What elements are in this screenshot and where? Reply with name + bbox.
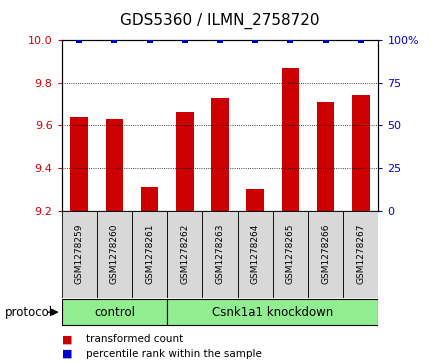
Bar xyxy=(106,119,123,211)
Point xyxy=(322,37,329,43)
Bar xyxy=(352,95,370,211)
Text: ■: ■ xyxy=(62,349,72,359)
Bar xyxy=(343,211,378,298)
Text: ■: ■ xyxy=(62,334,72,344)
Bar xyxy=(70,117,88,211)
Text: GSM1278261: GSM1278261 xyxy=(145,224,154,284)
Bar xyxy=(317,102,334,211)
Bar xyxy=(273,211,308,298)
Bar xyxy=(132,211,167,298)
Bar xyxy=(62,211,97,298)
Text: GSM1278262: GSM1278262 xyxy=(180,224,189,284)
Point xyxy=(216,37,224,43)
Point xyxy=(111,37,118,43)
Text: GSM1278263: GSM1278263 xyxy=(216,224,224,284)
Text: control: control xyxy=(94,306,135,319)
Text: GSM1278267: GSM1278267 xyxy=(356,224,365,284)
Point xyxy=(357,37,364,43)
Text: GSM1278260: GSM1278260 xyxy=(110,224,119,284)
Text: GDS5360 / ILMN_2758720: GDS5360 / ILMN_2758720 xyxy=(120,13,320,29)
Bar xyxy=(238,211,273,298)
Text: GSM1278259: GSM1278259 xyxy=(75,224,84,284)
Bar xyxy=(308,211,343,298)
Text: GSM1278265: GSM1278265 xyxy=(286,224,295,284)
Bar xyxy=(62,299,167,325)
Text: GSM1278266: GSM1278266 xyxy=(321,224,330,284)
Text: Csnk1a1 knockdown: Csnk1a1 knockdown xyxy=(212,306,334,319)
Bar xyxy=(97,211,132,298)
Bar xyxy=(141,187,158,211)
Text: transformed count: transformed count xyxy=(86,334,183,344)
Bar xyxy=(202,211,238,298)
Point xyxy=(181,37,188,43)
Text: protocol: protocol xyxy=(4,306,52,319)
Bar xyxy=(167,299,378,325)
Bar xyxy=(176,113,194,211)
Point xyxy=(252,37,259,43)
Bar xyxy=(167,211,202,298)
Point xyxy=(287,37,294,43)
Bar xyxy=(282,68,299,211)
Bar xyxy=(246,189,264,211)
Point xyxy=(146,37,153,43)
Text: percentile rank within the sample: percentile rank within the sample xyxy=(86,349,262,359)
Bar xyxy=(211,98,229,211)
Point xyxy=(76,37,83,43)
Text: GSM1278264: GSM1278264 xyxy=(251,224,260,284)
